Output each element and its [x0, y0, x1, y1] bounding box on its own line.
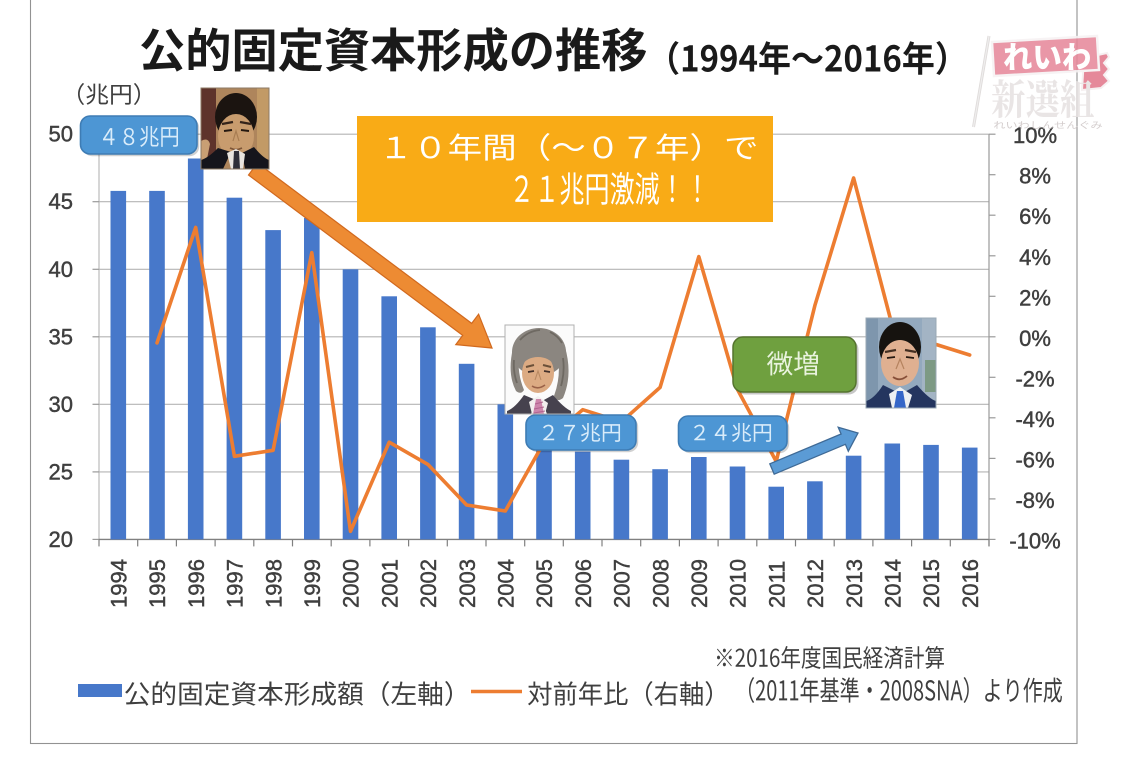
- svg-text:1995: 1995: [145, 559, 170, 608]
- svg-text:8%: 8%: [1019, 164, 1051, 189]
- svg-text:2002: 2002: [416, 559, 441, 608]
- svg-text:-6%: -6%: [1015, 447, 1054, 472]
- svg-text:2013: 2013: [842, 559, 867, 608]
- svg-text:6%: 6%: [1019, 204, 1051, 229]
- svg-text:2016: 2016: [958, 559, 983, 608]
- svg-text:2000: 2000: [339, 559, 364, 608]
- svg-text:25: 25: [49, 459, 73, 484]
- svg-text:2005: 2005: [532, 559, 557, 608]
- svg-text:2011: 2011: [764, 561, 789, 608]
- svg-text:1994: 1994: [107, 559, 132, 608]
- svg-text:-8%: -8%: [1015, 488, 1054, 513]
- svg-text:2001: 2001: [377, 559, 402, 608]
- svg-text:2003: 2003: [455, 559, 480, 608]
- svg-text:50: 50: [49, 122, 73, 147]
- svg-text:0%: 0%: [1019, 326, 1051, 351]
- svg-text:2010: 2010: [726, 559, 751, 608]
- svg-text:1999: 1999: [300, 559, 325, 608]
- svg-text:10%: 10%: [1013, 123, 1057, 148]
- svg-text:35: 35: [49, 324, 73, 349]
- svg-text:1996: 1996: [184, 559, 209, 608]
- svg-text:30: 30: [49, 392, 73, 417]
- svg-text:2014: 2014: [881, 559, 906, 608]
- svg-text:-2%: -2%: [1015, 366, 1054, 391]
- svg-text:2012: 2012: [803, 559, 828, 608]
- svg-text:4%: 4%: [1019, 245, 1051, 270]
- svg-text:-4%: -4%: [1015, 407, 1054, 432]
- svg-text:2015: 2015: [919, 559, 944, 608]
- svg-text:40: 40: [49, 257, 73, 282]
- svg-text:20: 20: [49, 527, 73, 552]
- svg-text:2009: 2009: [687, 559, 712, 608]
- svg-text:45: 45: [49, 189, 73, 214]
- svg-text:1997: 1997: [223, 559, 248, 608]
- svg-text:1998: 1998: [261, 559, 286, 608]
- svg-text:-10%: -10%: [1009, 528, 1060, 553]
- svg-text:2008: 2008: [648, 559, 673, 608]
- svg-text:2004: 2004: [494, 559, 519, 608]
- svg-text:2007: 2007: [610, 559, 635, 608]
- svg-text:2006: 2006: [571, 559, 596, 608]
- svg-text:2%: 2%: [1019, 285, 1051, 310]
